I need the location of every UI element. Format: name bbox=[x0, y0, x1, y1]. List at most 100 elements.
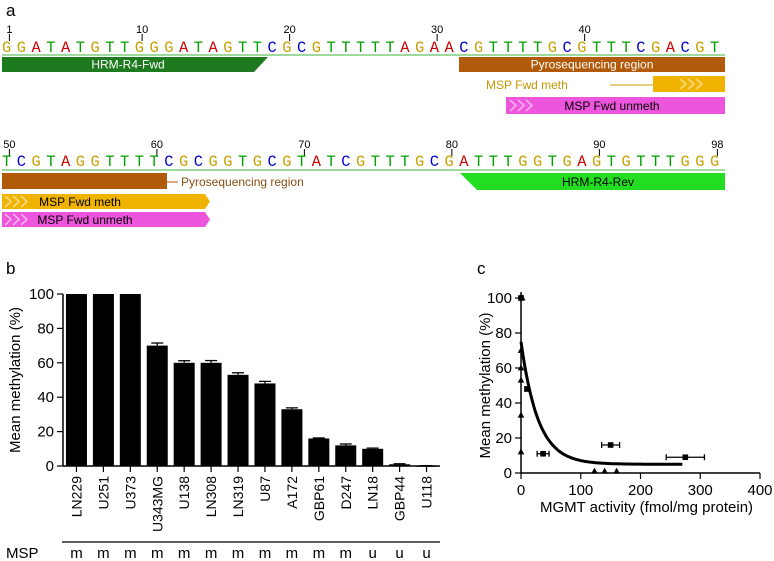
x-tick-label: 400 bbox=[747, 482, 772, 499]
base-C: C bbox=[681, 39, 690, 57]
feature-pyrosequencing-row2-label: Pyrosequencing region bbox=[181, 175, 304, 189]
ruler-tick-label: 98 bbox=[711, 139, 723, 151]
data-point-square bbox=[540, 450, 546, 457]
base-T: T bbox=[341, 39, 350, 57]
feature-msp-fwd-meth-row1 bbox=[653, 76, 725, 92]
base-T: T bbox=[46, 39, 55, 57]
base-G: G bbox=[445, 153, 454, 171]
msp-value: m bbox=[151, 545, 164, 561]
base-A: A bbox=[179, 39, 189, 57]
ruler-tick-label: 10 bbox=[136, 24, 148, 36]
base-G: G bbox=[223, 39, 232, 57]
bar-D247 bbox=[335, 445, 357, 466]
data-point-triangle bbox=[517, 376, 525, 383]
y-tick-label: 80 bbox=[495, 325, 512, 342]
base-A: A bbox=[577, 153, 587, 171]
base-T: T bbox=[76, 39, 85, 57]
bar-GBP61 bbox=[308, 438, 330, 466]
feature-msp-fwd-unmeth-row2 bbox=[2, 212, 210, 227]
base-T: T bbox=[297, 153, 306, 171]
x-tick-label: A172 bbox=[284, 476, 300, 509]
fit-curve bbox=[519, 341, 683, 466]
base-G: G bbox=[150, 39, 159, 57]
ruler-tick-label: 1 bbox=[6, 24, 12, 36]
data-point-triangle bbox=[591, 467, 598, 474]
base-A: A bbox=[61, 39, 71, 57]
base-T: T bbox=[356, 39, 365, 57]
base-G: G bbox=[2, 39, 11, 57]
base-T: T bbox=[489, 39, 498, 57]
ruler-tick-label: 60 bbox=[151, 139, 163, 151]
x-axis-title: MGMT activity (fmol/mg protein) bbox=[540, 499, 753, 516]
x-tick-label: U138 bbox=[176, 476, 192, 510]
panel-label-b: b bbox=[6, 259, 15, 278]
msp-value: m bbox=[286, 545, 299, 561]
bar-LN229 bbox=[65, 294, 87, 466]
base-C: C bbox=[563, 39, 572, 57]
base-G: G bbox=[179, 153, 188, 171]
feature-msp-fwd-meth-row2 bbox=[2, 194, 210, 209]
x-tick-label: LN18 bbox=[365, 476, 381, 510]
base-T: T bbox=[666, 153, 675, 171]
base-G: G bbox=[209, 153, 218, 171]
base-T: T bbox=[2, 153, 11, 171]
ruler-tick-label: 20 bbox=[284, 24, 296, 36]
x-tick-label: U373 bbox=[122, 476, 138, 510]
base-T: T bbox=[474, 153, 483, 171]
feature-msp-fwd-unmeth-row1-label: MSP Fwd unmeth bbox=[564, 99, 659, 113]
base-G: G bbox=[253, 153, 262, 171]
base-A: A bbox=[445, 39, 455, 57]
data-point-triangle bbox=[518, 294, 526, 301]
base-T: T bbox=[548, 153, 557, 171]
panel-label-a: a bbox=[6, 1, 16, 20]
y-tick-label: 0 bbox=[504, 465, 512, 482]
x-tick-label: 300 bbox=[688, 482, 713, 499]
bar-GBP44 bbox=[389, 464, 411, 466]
base-T: T bbox=[607, 39, 616, 57]
base-C: C bbox=[430, 153, 439, 171]
base-C: C bbox=[459, 39, 468, 57]
base-G: G bbox=[164, 39, 173, 57]
x-tick-label: GBP61 bbox=[311, 476, 327, 521]
base-T: T bbox=[386, 39, 395, 57]
feature-pyrosequencing-row1-label: Pyrosequencing region bbox=[531, 58, 654, 72]
base-G: G bbox=[533, 153, 542, 171]
row2-ruler: 50 60 70 80 90 98 bbox=[3, 139, 724, 156]
base-T: T bbox=[518, 39, 527, 57]
base-G: G bbox=[710, 153, 719, 171]
feature-pyrosequencing-row2 bbox=[2, 173, 167, 189]
base-G: G bbox=[518, 153, 527, 171]
ruler-tick-label: 30 bbox=[431, 24, 443, 36]
base-A: A bbox=[459, 153, 469, 171]
base-T: T bbox=[607, 153, 616, 171]
x-tick-label: GBP44 bbox=[392, 476, 408, 521]
base-G: G bbox=[356, 153, 365, 171]
base-T: T bbox=[592, 39, 601, 57]
base-G: G bbox=[223, 153, 232, 171]
base-G: G bbox=[32, 153, 41, 171]
base-G: G bbox=[563, 153, 572, 171]
base-G: G bbox=[474, 39, 483, 57]
feature-msp-fwd-unmeth-row2-label: MSP Fwd unmeth bbox=[37, 213, 132, 227]
bar-LN18 bbox=[362, 448, 384, 466]
msp-value: m bbox=[70, 545, 83, 561]
data-point-square bbox=[524, 386, 530, 392]
bar-A172 bbox=[281, 409, 303, 466]
base-T: T bbox=[371, 153, 380, 171]
base-G: G bbox=[651, 39, 660, 57]
msp-value: m bbox=[232, 545, 245, 561]
x-tick-label: D247 bbox=[338, 476, 354, 510]
y-tick-label: 60 bbox=[37, 355, 54, 372]
msp-value: m bbox=[124, 545, 137, 561]
base-T: T bbox=[46, 153, 55, 171]
data-point-square bbox=[682, 454, 689, 461]
bar-U87 bbox=[254, 383, 276, 466]
x-tick-label: U343MG bbox=[149, 476, 165, 532]
base-T: T bbox=[651, 153, 660, 171]
bar-U343MG bbox=[146, 345, 168, 466]
base-T: T bbox=[120, 39, 129, 57]
msp-value: u bbox=[422, 545, 430, 561]
feature-hrm-r4-rev bbox=[460, 173, 725, 190]
